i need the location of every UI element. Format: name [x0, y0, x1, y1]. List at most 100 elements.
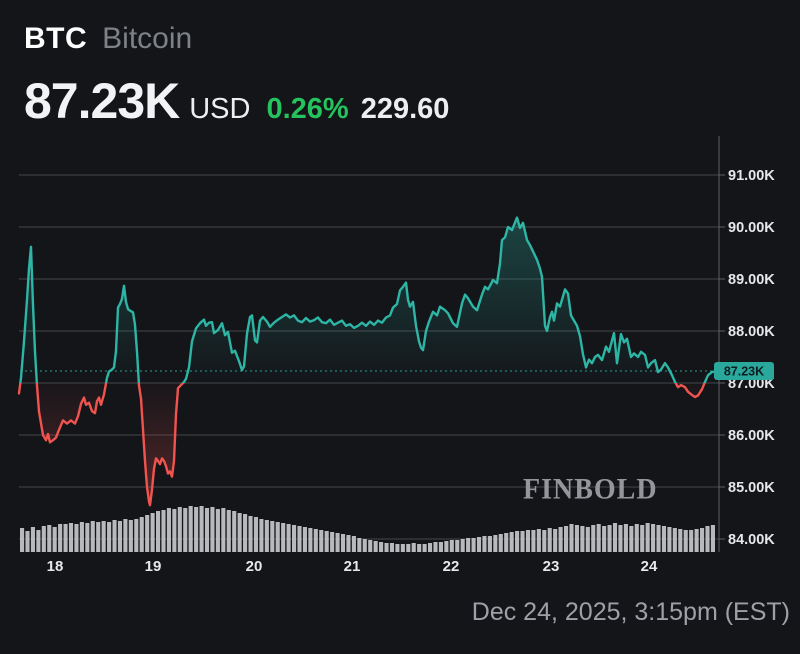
volume-bar: [335, 533, 340, 552]
volume-bar: [580, 526, 585, 552]
volume-bar: [667, 527, 672, 552]
volume-bar: [607, 525, 612, 552]
volume-bar: [221, 508, 226, 552]
volume-bar: [47, 525, 52, 552]
currency-label: USD: [189, 93, 251, 125]
volume-bar: [259, 519, 264, 552]
volume-bar: [232, 511, 237, 552]
volume-bar: [558, 527, 563, 552]
volume-bar: [623, 524, 628, 552]
volume-bar: [661, 526, 667, 552]
volume-bar: [651, 524, 656, 552]
volume-bar: [248, 516, 253, 552]
volume-bar: [79, 522, 84, 552]
y-axis-label: 91.00K: [728, 168, 775, 184]
price-row: 87.23K USD 0.26% 229.60: [24, 72, 449, 130]
volume-bar: [689, 530, 694, 552]
volume-bar: [547, 528, 552, 552]
volume-bar: [678, 529, 683, 552]
volume-bar: [286, 524, 291, 552]
volume-bar: [536, 529, 541, 552]
volume-bar: [368, 540, 373, 552]
volume-bar: [411, 543, 416, 552]
volume-bar: [215, 509, 220, 552]
volume-bar: [525, 530, 531, 552]
y-axis-label: 90.00K: [728, 220, 775, 236]
volume-bar: [417, 544, 422, 552]
volume-bar: [25, 531, 30, 552]
volume-bar: [275, 522, 280, 552]
volume-bar: [384, 543, 389, 552]
volume-bar: [455, 540, 460, 552]
volume-bar: [183, 508, 188, 552]
volume-bar: [531, 530, 536, 552]
volume-bar: [395, 544, 400, 552]
volume-bar: [618, 525, 623, 552]
x-axis-label: 24: [641, 558, 658, 575]
volume-bar: [449, 540, 454, 552]
volume-bar: [406, 544, 411, 552]
volume-bar: [297, 526, 302, 552]
volume-bar: [90, 521, 95, 552]
red-area-fill: [19, 383, 717, 506]
finbold-watermark: FINBOLD: [523, 473, 658, 506]
x-axis-label: 21: [344, 558, 361, 575]
volume-bar: [596, 524, 601, 552]
volume-bar: [640, 525, 645, 552]
volume-bar: [30, 527, 35, 552]
current-price-tag: [714, 362, 774, 381]
x-axis-label: 22: [443, 558, 460, 575]
volume-bar: [156, 511, 161, 552]
volume-bar: [428, 543, 433, 552]
volume-bar: [112, 520, 117, 552]
volume-bar: [150, 513, 155, 552]
volume-bar: [373, 541, 378, 552]
volume-bar: [58, 524, 63, 552]
volume-bar: [553, 529, 558, 552]
volume-bar: [629, 526, 634, 552]
volume-bar: [444, 541, 449, 552]
current-price-tag-label: 87.23K: [724, 365, 764, 379]
volume-bar: [101, 521, 106, 552]
volume-bar: [117, 521, 123, 552]
volume-bar: [433, 542, 438, 552]
volume-bar: [237, 513, 242, 552]
volume-bar: [498, 534, 503, 552]
y-axis-label: 89.00K: [728, 272, 775, 288]
volume-bar: [482, 536, 487, 552]
volume-bar: [346, 535, 351, 552]
volume-bar: [253, 517, 259, 552]
volume-bar: [710, 525, 715, 552]
current-price: 87.23K: [24, 73, 180, 129]
y-axis-label: 86.00K: [728, 428, 775, 444]
volume-bar: [204, 508, 210, 552]
volume-bar: [166, 508, 171, 552]
price-line-above-baseline: [19, 216, 719, 383]
volume-bar: [400, 544, 405, 552]
volume-bar: [487, 536, 492, 552]
volume-bar: [476, 537, 482, 552]
volume-bar: [700, 528, 705, 552]
x-axis-label: 18: [47, 558, 64, 575]
y-axis-label: 88.00K: [728, 324, 775, 340]
volume-bar: [194, 507, 199, 552]
volume-bar: [161, 510, 166, 552]
volume-bar: [172, 509, 177, 552]
volume-bar: [389, 543, 395, 552]
volume-bar: [574, 525, 579, 552]
change-absolute: 229.60: [360, 93, 450, 125]
volume-bar: [107, 522, 112, 552]
volume-bar: [36, 530, 41, 552]
volume-bar: [509, 532, 514, 552]
volume-bar: [612, 523, 618, 552]
volume-bar: [585, 527, 590, 552]
volume-bar: [330, 532, 335, 552]
volume-bar: [270, 521, 275, 552]
teal-area-fill: [19, 217, 717, 383]
price-line-below-baseline: [17, 383, 717, 507]
volume-bar: [319, 530, 324, 552]
volume-bar: [504, 533, 509, 552]
volume-bar: [569, 524, 574, 552]
